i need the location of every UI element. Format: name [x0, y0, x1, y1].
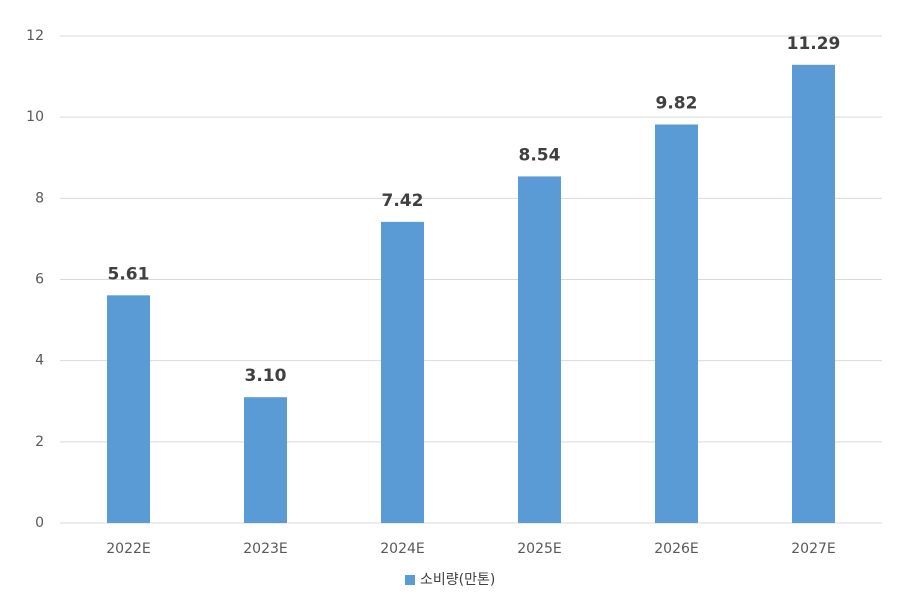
legend-swatch [405, 575, 415, 585]
bar [244, 397, 287, 523]
x-tick-label: 2024E [380, 541, 424, 557]
data-label: 7.42 [382, 191, 424, 211]
x-tick-label: 2023E [243, 541, 287, 557]
y-tick-label: 6 [35, 272, 44, 288]
data-label: 11.29 [787, 34, 841, 54]
y-tick-label: 12 [26, 28, 44, 44]
x-tick-label: 2025E [517, 541, 561, 557]
bar [655, 124, 698, 523]
y-tick-label: 10 [26, 109, 44, 125]
y-tick-label: 0 [35, 515, 44, 531]
y-tick-label: 2 [35, 434, 44, 450]
x-tick-label: 2022E [106, 541, 150, 557]
bar [518, 176, 561, 523]
x-tick-label: 2027E [791, 541, 835, 557]
data-label: 5.61 [108, 264, 150, 284]
legend-label: 소비량(만톤) [420, 572, 495, 588]
data-label: 3.10 [245, 366, 287, 386]
x-tick-label: 2026E [654, 541, 698, 557]
bar [792, 64, 835, 524]
data-label: 8.54 [519, 145, 561, 165]
data-label: 9.82 [656, 93, 698, 113]
y-tick-label: 4 [35, 353, 44, 369]
bar [107, 295, 150, 523]
y-tick-label: 8 [35, 190, 44, 206]
bar [381, 221, 424, 523]
